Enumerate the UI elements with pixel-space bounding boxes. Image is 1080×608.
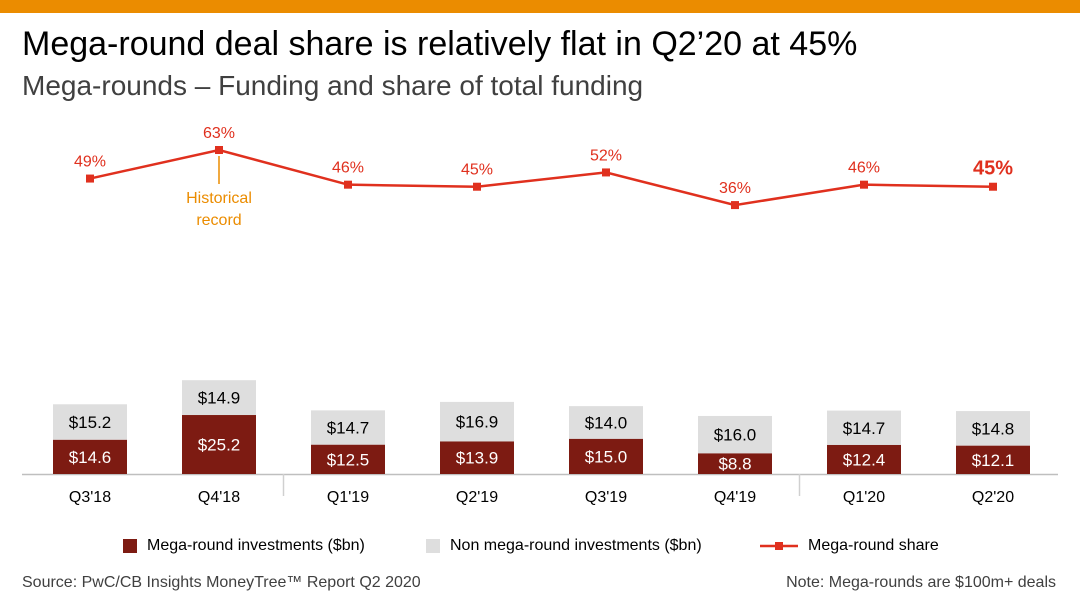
legend-swatch-non-mega	[426, 539, 440, 553]
bar-non-mega	[827, 410, 901, 445]
bar-non-mega	[53, 404, 127, 440]
x-tick-label: Q1'20	[843, 489, 885, 506]
bar-label-mega: $14.6	[69, 448, 112, 467]
share-label: 46%	[848, 160, 880, 177]
bar-label-mega: $12.4	[843, 450, 886, 469]
x-tick-label: Q2'19	[456, 489, 498, 506]
share-marker	[989, 182, 997, 191]
bar-label-non-mega: $15.2	[69, 413, 112, 432]
bar-label-mega: $25.2	[198, 436, 241, 455]
legend-item-mega: Mega-round investments ($bn)	[123, 532, 365, 560]
legend-swatch-share	[760, 542, 798, 550]
share-label: 46%	[332, 160, 364, 177]
bar-mega	[827, 444, 901, 474]
chart-legend: Mega-round investments ($bn) Non mega-ro…	[0, 532, 1080, 560]
bar-label-non-mega: $16.0	[714, 426, 757, 445]
bar-mega	[182, 415, 256, 474]
x-tick-label: Q3'18	[69, 489, 111, 506]
bar-non-mega	[311, 410, 385, 445]
bar-label-mega: $15.0	[585, 447, 628, 466]
mega-round-chart: $15.2 $14.6 Q3'18 $14.9 $25.2 Q4'18 $14.7 $12.5…	[22, 125, 1058, 506]
bar-label-non-mega: $14.0	[585, 414, 628, 433]
share-marker	[215, 146, 223, 154]
share-line	[89, 148, 994, 207]
bar-label-mega: $12.1	[972, 451, 1015, 470]
bar-label-non-mega: $14.7	[843, 419, 886, 438]
legend-swatch-mega	[123, 539, 137, 553]
share-label: 45%	[461, 162, 493, 179]
bar-mega	[569, 438, 643, 474]
page-subtitle: Mega-rounds – Funding and share of total…	[22, 70, 644, 101]
bar-label-non-mega: $14.7	[327, 419, 370, 438]
footnote: Note: Mega-rounds are $100m+ deals	[786, 574, 1056, 591]
bar-non-mega	[182, 380, 256, 416]
bar-label-non-mega: $14.9	[198, 389, 241, 408]
share-label: 45%	[973, 158, 1013, 180]
share-marker	[473, 182, 481, 191]
x-tick-label: Q1'19	[327, 489, 369, 506]
legend-label-share: Mega-round share	[808, 537, 939, 554]
share-label: 63%	[203, 125, 235, 142]
legend-label-mega: Mega-round investments ($bn)	[147, 537, 365, 554]
bar-mega	[956, 445, 1030, 474]
share-marker	[602, 168, 610, 177]
x-tick-label: Q4'18	[198, 489, 240, 506]
legend-item-share: Mega-round share	[760, 532, 939, 560]
bar-label-mega: $8.8	[718, 455, 751, 474]
bar-label-non-mega: $14.8	[972, 419, 1015, 438]
bar-mega	[440, 441, 514, 474]
legend-label-non-mega: Non mega-round investments ($bn)	[450, 537, 702, 554]
top-accent-bar	[0, 0, 1080, 13]
share-marker	[731, 201, 739, 210]
legend-item-non-mega: Non mega-round investments ($bn)	[426, 532, 702, 560]
share-label: 52%	[590, 147, 622, 164]
bar-label-non-mega: $16.9	[456, 413, 499, 432]
bar-non-mega	[956, 411, 1030, 446]
x-tick-label: Q3'19	[585, 489, 627, 506]
share-marker	[344, 180, 352, 189]
bar-label-mega: $12.5	[327, 450, 370, 469]
bar-mega	[698, 453, 772, 474]
bar-mega	[311, 444, 385, 474]
source-note: Source: PwC/CB Insights MoneyTree™ Repor…	[22, 574, 421, 591]
bar-non-mega	[698, 415, 772, 454]
share-label: 36%	[719, 180, 751, 197]
annotation-text: record	[196, 212, 241, 229]
page-title: Mega-round deal share is relatively flat…	[22, 25, 858, 63]
share-marker	[860, 180, 868, 189]
x-tick-label: Q4'19	[714, 489, 756, 506]
bar-non-mega	[569, 406, 643, 439]
share-marker	[86, 174, 94, 183]
x-tick-label: Q2'20	[972, 489, 1014, 506]
bar-label-mega: $13.9	[456, 449, 499, 468]
annotation-text: Historical	[186, 190, 252, 207]
bar-mega	[53, 439, 127, 474]
bar-non-mega	[440, 401, 514, 442]
share-label: 49%	[74, 154, 106, 171]
